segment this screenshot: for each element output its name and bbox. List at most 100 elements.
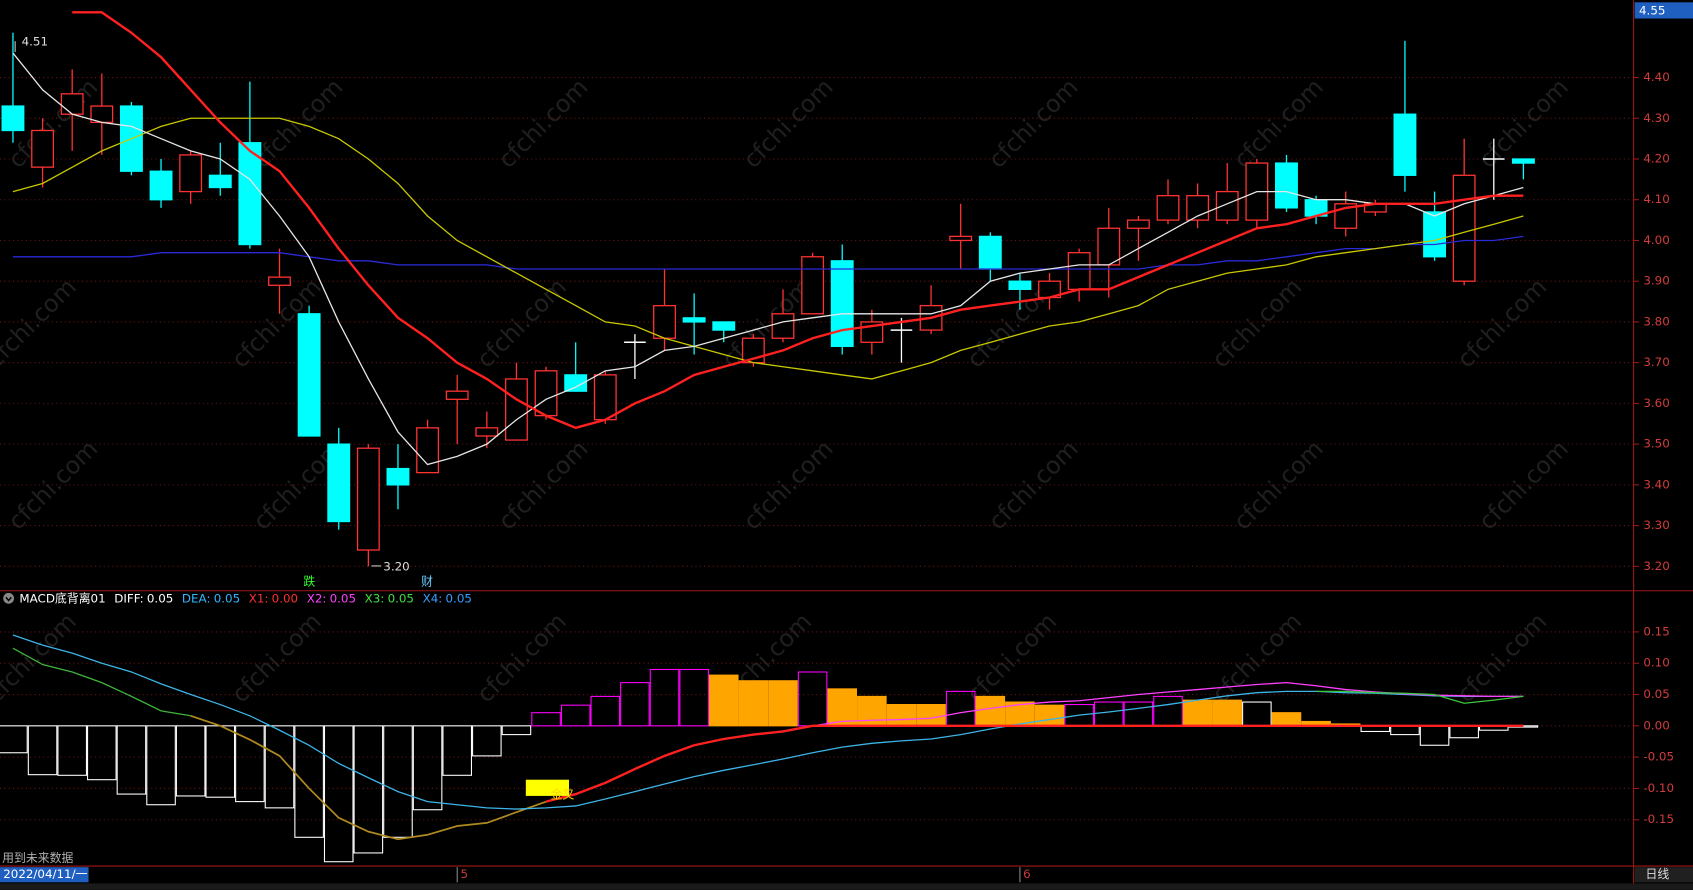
indicator-legend: MACD底背离01 DIFF: 0.05 DEA: 0.05 X1: 0.00 X2: 0.05… <box>19 591 471 605</box>
candle-body <box>712 321 736 331</box>
legend-text: DIFF: <box>114 591 143 605</box>
candle-body <box>386 467 410 486</box>
collapse-icon[interactable] <box>3 592 15 604</box>
macd-bar <box>1034 704 1065 727</box>
tab-strip <box>0 883 1693 890</box>
signal-label: 财 <box>421 575 433 589</box>
legend-text: X2: <box>307 591 327 605</box>
legend-text: 0.05 <box>147 591 173 605</box>
y-tick-label: 3.40 <box>1643 477 1669 491</box>
macd-bar <box>0 725 28 754</box>
indicator-line <box>12 117 1524 380</box>
candle-body <box>60 93 84 115</box>
macd-bar <box>412 725 443 811</box>
macd-bar <box>679 668 709 727</box>
candle-body <box>356 447 380 551</box>
y-tick-label: 3.70 <box>1643 355 1669 369</box>
indicator-line <box>12 52 1524 466</box>
candle-body <box>208 174 232 189</box>
legend-text: X4: <box>423 591 443 605</box>
cross-label: 金叉 <box>551 787 575 801</box>
macd-bar <box>146 725 176 806</box>
candle-body <box>1511 158 1535 164</box>
period-label[interactable]: 日线 <box>1645 867 1669 881</box>
candle-body <box>978 235 1002 270</box>
y-tick-label: 3.20 <box>1643 559 1669 573</box>
macd-bar <box>1182 699 1213 727</box>
candle-body <box>268 276 291 286</box>
macd-bar <box>383 725 413 838</box>
y-tick-label: 4.10 <box>1643 192 1669 206</box>
legend-text: 0.05 <box>446 591 472 605</box>
macd-bar <box>264 725 295 809</box>
indicator-line <box>12 235 1524 270</box>
macd-bar <box>560 704 591 727</box>
macd-bar <box>649 668 680 727</box>
candle-body <box>593 374 617 421</box>
candle-body <box>682 317 706 323</box>
candle-body <box>327 443 351 523</box>
candle-body <box>238 142 262 246</box>
candle-body <box>1393 113 1417 176</box>
candle-body <box>1215 190 1239 221</box>
macd-bar <box>1212 699 1243 727</box>
macd-bar <box>857 695 887 727</box>
candle-body <box>534 370 558 417</box>
y-tick-label: 3.90 <box>1643 274 1669 288</box>
legend-text: 0.05 <box>330 591 356 605</box>
cross-box <box>525 779 570 796</box>
indicator-line <box>545 724 1524 803</box>
candle-body <box>445 390 469 400</box>
candle-body <box>1126 219 1150 229</box>
candle-body <box>1156 195 1180 221</box>
collapse-chevron <box>5 596 12 602</box>
indicator-line <box>1316 690 1524 704</box>
macd-bar <box>472 725 502 757</box>
macd-bar <box>175 725 206 797</box>
macd-bar <box>531 712 561 727</box>
candle-body <box>297 313 321 437</box>
y-tick-label: -0.10 <box>1643 781 1674 795</box>
y-tick-label: -0.15 <box>1643 812 1674 826</box>
macd-bar <box>57 725 87 776</box>
macd-bar <box>87 725 117 781</box>
candle-body <box>564 374 588 392</box>
macd-bar <box>353 725 384 854</box>
macd-bar <box>116 725 147 795</box>
indicator-line <box>190 714 547 841</box>
legend-text: X1: <box>249 591 269 605</box>
candle-body <box>179 154 203 193</box>
future-data-note: 用到未来数据 <box>2 851 73 865</box>
indicator-line <box>12 647 191 717</box>
y-tick-label: 3.50 <box>1643 437 1669 451</box>
candle-body <box>771 313 795 339</box>
legend-text: X3: <box>365 591 385 605</box>
candle-body <box>149 170 173 201</box>
x-tick-label: 5 <box>460 867 468 881</box>
y-tick-label: 0.15 <box>1643 624 1669 638</box>
macd-bar <box>323 725 354 863</box>
candle-body <box>949 235 973 242</box>
candle-body <box>31 129 55 168</box>
candle-body <box>1067 252 1091 290</box>
x-tick-label: 6 <box>1023 867 1031 881</box>
y-tick-label: 0.00 <box>1643 718 1669 732</box>
y-tick-label: 4.20 <box>1643 152 1669 166</box>
candle-body <box>830 260 854 348</box>
macd-bar <box>501 725 532 736</box>
legend-text: 0.00 <box>272 591 298 605</box>
y-tick-label: 3.60 <box>1643 396 1669 410</box>
y-tick-label: 4.40 <box>1643 70 1669 84</box>
y-tick-label: 3.80 <box>1643 314 1669 328</box>
legend-text: MACD底背离01 <box>19 591 105 605</box>
macd-bar <box>294 725 324 838</box>
candle-body <box>1 105 25 132</box>
y-tick-label: 3.30 <box>1643 518 1669 532</box>
period-box[interactable] <box>1634 867 1693 883</box>
y-tick-label: 4.00 <box>1643 233 1669 247</box>
macd-bar <box>886 704 917 727</box>
macd-bar <box>708 674 739 727</box>
